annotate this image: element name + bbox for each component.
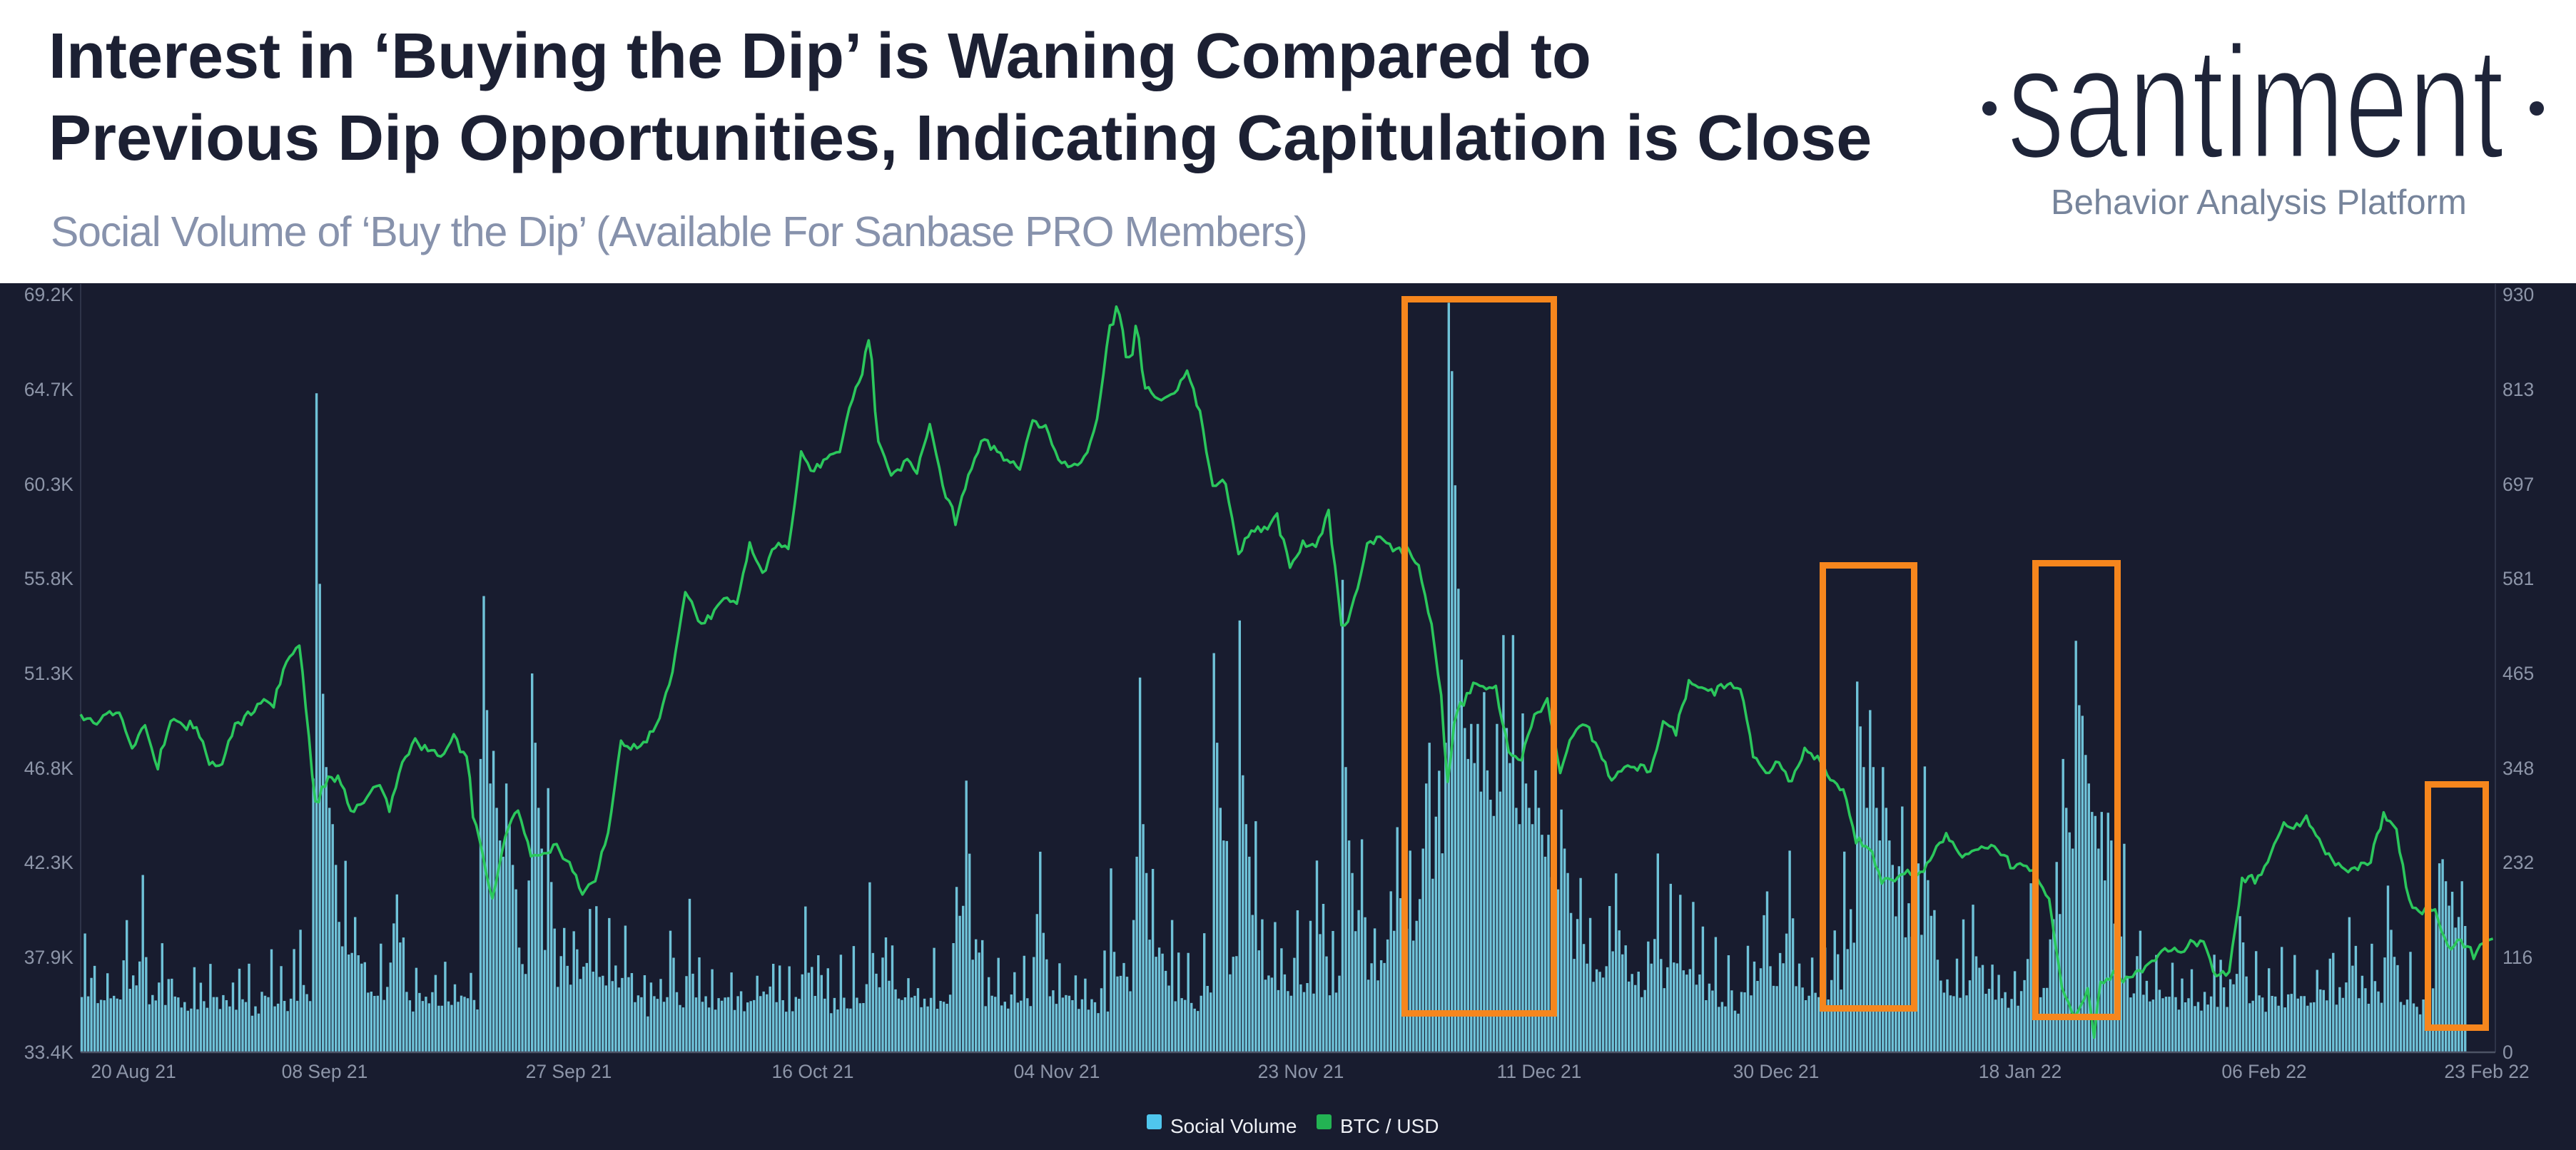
svg-text:46.8K: 46.8K — [24, 758, 74, 779]
svg-text:06 Feb 22: 06 Feb 22 — [2221, 1061, 2306, 1082]
svg-text:Interest in ‘Buying the Dip’ i: Interest in ‘Buying the Dip’ is Waning C… — [49, 21, 1591, 92]
svg-text:08 Sep 21: 08 Sep 21 — [282, 1061, 368, 1082]
svg-text:69.2K: 69.2K — [24, 284, 74, 305]
svg-text:20 Aug 21: 20 Aug 21 — [91, 1061, 176, 1082]
svg-text:04 Nov 21: 04 Nov 21 — [1014, 1061, 1100, 1082]
svg-text:55.8K: 55.8K — [24, 568, 74, 589]
svg-text:465: 465 — [2503, 663, 2534, 684]
svg-text:Previous Dip Opportunities, In: Previous Dip Opportunities, Indicating C… — [49, 103, 1872, 174]
svg-text:23 Nov 21: 23 Nov 21 — [1258, 1061, 1344, 1082]
svg-text:27 Sep 21: 27 Sep 21 — [526, 1061, 612, 1082]
svg-text:697: 697 — [2503, 474, 2534, 495]
svg-text:930: 930 — [2503, 284, 2534, 305]
svg-text:581: 581 — [2503, 568, 2534, 589]
svg-text:18 Jan 22: 18 Jan 22 — [1979, 1061, 2062, 1082]
svg-text:51.3K: 51.3K — [24, 663, 74, 684]
svg-text:64.7K: 64.7K — [24, 379, 74, 400]
svg-text:0: 0 — [2503, 1042, 2513, 1063]
svg-text:348: 348 — [2503, 758, 2534, 779]
svg-text:santiment: santiment — [2007, 13, 2504, 192]
svg-text:116: 116 — [2503, 947, 2532, 968]
svg-text:60.3K: 60.3K — [24, 474, 74, 495]
svg-text:11 Dec 21: 11 Dec 21 — [1497, 1061, 1582, 1082]
svg-text:Social Volume of ‘Buy the Dip’: Social Volume of ‘Buy the Dip’ (Availabl… — [51, 208, 1307, 255]
svg-text:813: 813 — [2503, 379, 2534, 400]
svg-text:33.4K: 33.4K — [24, 1042, 74, 1063]
svg-text:Social Volume: Social Volume — [1170, 1115, 1297, 1137]
svg-text:23 Feb 22: 23 Feb 22 — [2444, 1061, 2529, 1082]
svg-text:30 Dec 21: 30 Dec 21 — [1733, 1061, 1820, 1082]
svg-text:42.3K: 42.3K — [24, 852, 74, 873]
svg-text:BTC / USD: BTC / USD — [1340, 1115, 1439, 1137]
svg-text:16 Oct 21: 16 Oct 21 — [772, 1061, 854, 1082]
svg-text:232: 232 — [2503, 852, 2534, 873]
svg-text:Behavior Analysis Platform: Behavior Analysis Platform — [2051, 183, 2467, 222]
svg-text:37.9K: 37.9K — [24, 947, 74, 968]
